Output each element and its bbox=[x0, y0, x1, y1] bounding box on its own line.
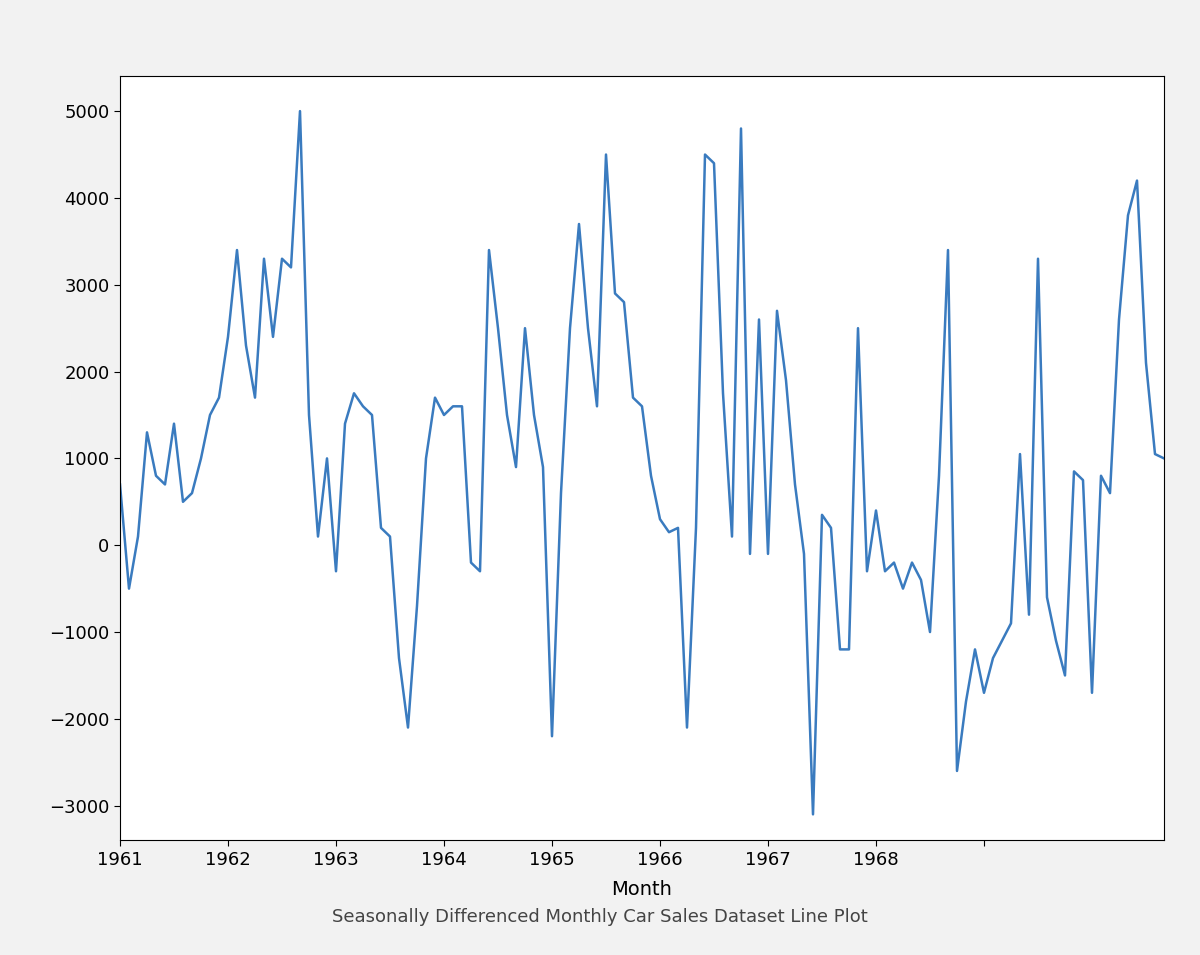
Text: Seasonally Differenced Monthly Car Sales Dataset Line Plot: Seasonally Differenced Monthly Car Sales… bbox=[332, 908, 868, 925]
X-axis label: Month: Month bbox=[612, 880, 672, 899]
